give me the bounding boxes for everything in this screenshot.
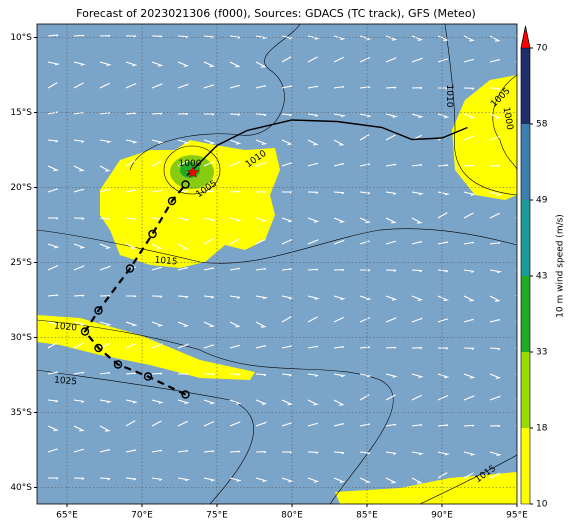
colorbar-tick-label: 10: [536, 500, 548, 510]
map-frame: [36, 23, 518, 505]
x-tick-label: 95°E: [506, 511, 528, 521]
colorbar-segment: [521, 352, 530, 428]
wind-region: [335, 472, 517, 504]
contour-label: 1000: [501, 106, 515, 131]
wind-region: [100, 140, 280, 268]
past-track: [186, 119, 468, 176]
contour-label: 1025: [54, 376, 78, 388]
colorbar-segment: [521, 276, 530, 352]
track-point: [94, 343, 103, 353]
colorbar-frame: [520, 25, 531, 505]
y-tick-label: 30°S: [10, 333, 32, 343]
contour-label: 1000: [179, 159, 202, 169]
track-point: [80, 327, 90, 336]
contour-label: 1010: [444, 85, 454, 108]
x-tick-label: 90°E: [431, 511, 453, 521]
colorbar-tick-label: 49: [536, 196, 548, 206]
track-point: [125, 264, 135, 273]
y-tick-label: 40°S: [10, 483, 32, 493]
wind-region: [37, 315, 255, 380]
colorbar-segment: [521, 124, 530, 200]
contour-label: 1020: [54, 322, 78, 334]
colorbar-tick-label: 43: [536, 272, 547, 282]
y-tick-label: 20°S: [10, 183, 32, 193]
y-tick-label: 10°S: [10, 33, 32, 43]
x-tick-label: 85°E: [356, 511, 378, 521]
colorbar-tick-label: 18: [536, 424, 548, 434]
colorbar-extend: [520, 25, 531, 49]
x-tick-label: 80°E: [281, 511, 303, 521]
contour-label: 1015: [154, 256, 178, 268]
track-point: [94, 306, 103, 315]
ocean-background: [37, 24, 517, 504]
colorbar-segment: [521, 428, 530, 504]
y-tick-label: 35°S: [10, 408, 32, 418]
track-point: [113, 360, 123, 369]
colorbar-tick-label: 33: [536, 348, 547, 358]
track-point: [181, 390, 190, 399]
title: Forecast of 2023021306 (f000), Sources: …: [76, 7, 476, 20]
y-tick-label: 25°S: [10, 258, 32, 268]
colorbar-segment: [521, 48, 530, 124]
wind-barbs: [47, 34, 517, 484]
x-tick-label: 65°E: [56, 511, 78, 521]
colorbar-tick-label: 58: [536, 120, 548, 130]
colorbar-segment: [521, 200, 530, 276]
isobars: [37, 24, 517, 504]
x-tick-label: 70°E: [131, 511, 153, 521]
x-tick-label: 75°E: [206, 511, 228, 521]
track-point: [181, 180, 190, 189]
track-point: [148, 229, 157, 239]
track-point: [143, 372, 153, 381]
track-point: [167, 196, 177, 206]
wind-region: [452, 75, 517, 200]
forecast-track: [83, 183, 187, 396]
y-tick-label: 15°S: [10, 108, 32, 118]
colorbar-tick-label: 70: [536, 44, 548, 54]
colorbar-label: 10 m wind speed (m/s): [556, 214, 566, 318]
storm-marker: [186, 165, 200, 178]
